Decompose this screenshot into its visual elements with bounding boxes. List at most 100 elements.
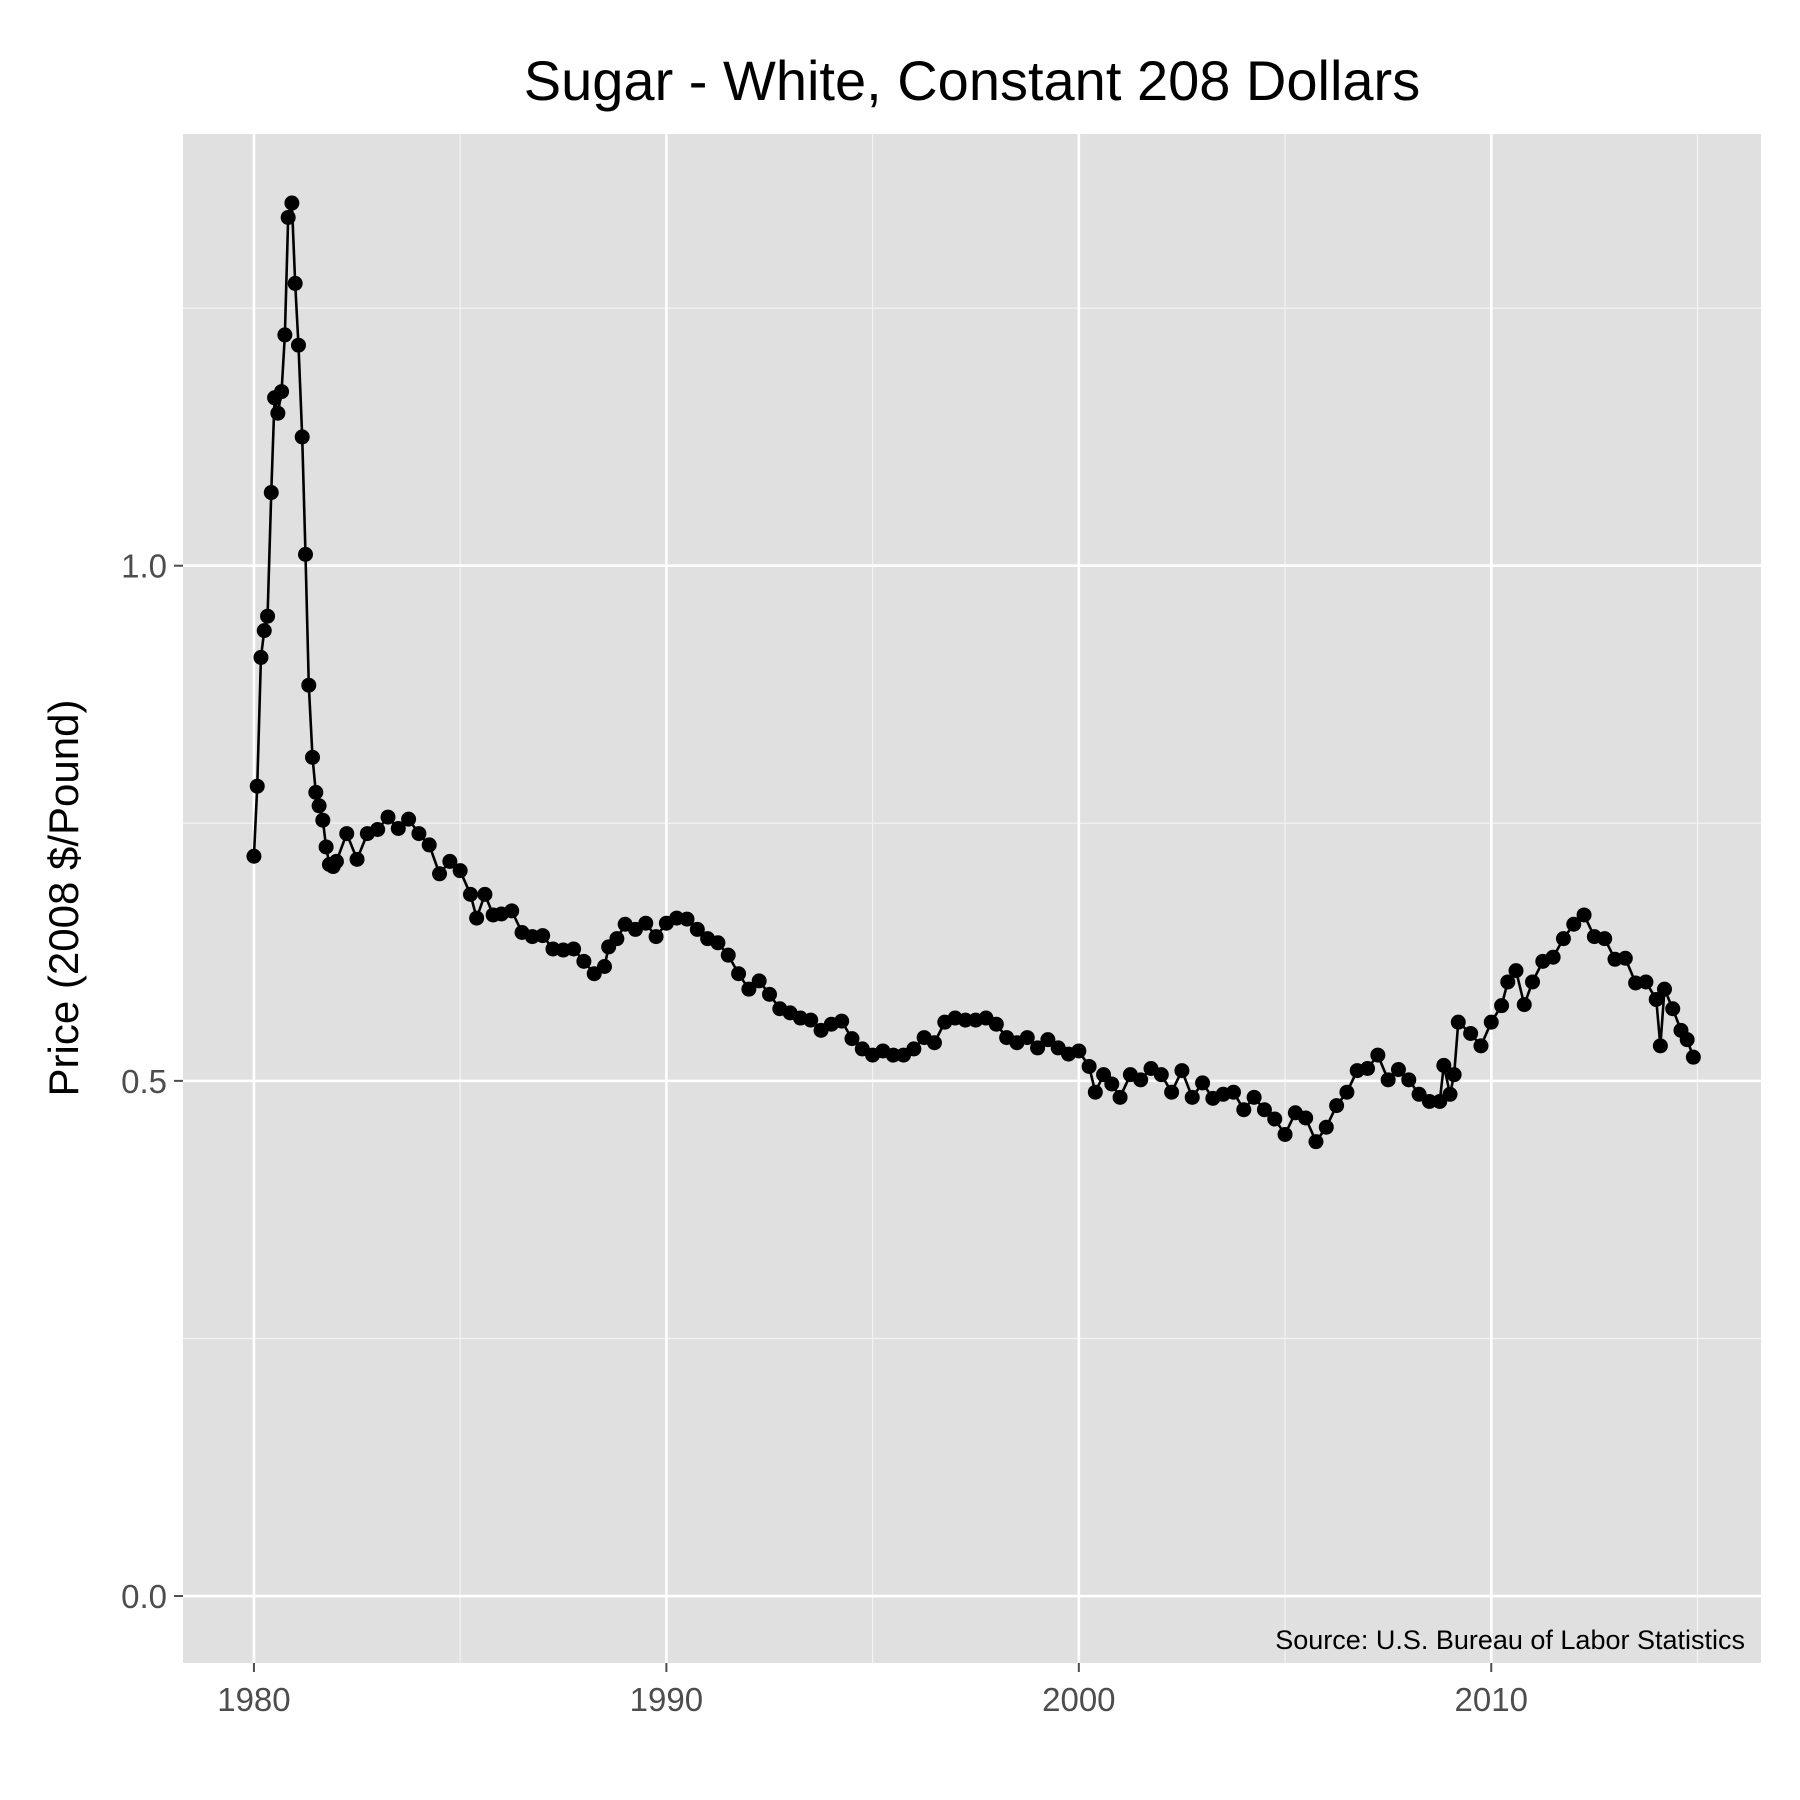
y-axis-label: Price (2008 $/Pound) [40, 700, 87, 1097]
point [566, 941, 582, 957]
point [1329, 1098, 1345, 1114]
point [803, 1012, 819, 1028]
point [1436, 1057, 1452, 1073]
point [710, 935, 726, 951]
point [380, 809, 396, 825]
point [1153, 1067, 1169, 1083]
point [442, 853, 458, 869]
point [260, 608, 276, 624]
point [1277, 1126, 1293, 1142]
point [1525, 974, 1541, 990]
point [1685, 1049, 1701, 1065]
point [1679, 1032, 1695, 1048]
point [315, 812, 331, 828]
point [1184, 1089, 1200, 1105]
point [1195, 1075, 1211, 1091]
point [318, 839, 334, 855]
point [308, 784, 324, 800]
point [1267, 1111, 1283, 1127]
point [906, 1041, 922, 1057]
point [1401, 1072, 1417, 1088]
point [401, 811, 417, 827]
point [1339, 1084, 1355, 1100]
point [1446, 1067, 1462, 1083]
y-tick-label: 1.0 [121, 548, 167, 585]
x-tick-label: 2000 [1042, 1681, 1115, 1718]
point [731, 966, 747, 982]
point [609, 931, 625, 947]
point [1617, 950, 1633, 966]
plot-background [183, 134, 1761, 1663]
point [689, 921, 705, 937]
point [1665, 1001, 1681, 1017]
point [1071, 1043, 1087, 1059]
chart-title: Sugar - White, Constant 208 Dollars [524, 49, 1420, 112]
point [432, 866, 448, 882]
point [988, 1016, 1004, 1032]
point [301, 677, 317, 693]
point [1104, 1076, 1120, 1092]
point [1174, 1063, 1190, 1079]
point [294, 429, 310, 445]
point [1164, 1084, 1180, 1100]
point [1555, 931, 1571, 947]
point [1473, 1038, 1489, 1054]
point [957, 1012, 973, 1028]
point [751, 973, 767, 989]
point [274, 384, 290, 400]
point [1390, 1062, 1406, 1078]
x-tick-label: 1980 [217, 1681, 290, 1718]
point [349, 851, 365, 867]
point [844, 1031, 860, 1047]
point [469, 910, 485, 926]
point [305, 749, 321, 765]
point [741, 981, 757, 997]
point [339, 826, 355, 842]
point [1656, 981, 1672, 997]
point [1483, 1014, 1499, 1030]
point [1421, 1093, 1437, 1109]
point [1566, 916, 1582, 932]
point [1298, 1110, 1314, 1126]
point [1652, 1038, 1668, 1054]
point [253, 649, 269, 665]
y-tick-label: 0.0 [121, 1578, 167, 1615]
point [246, 848, 262, 864]
y-tick-label: 0.5 [121, 1063, 167, 1100]
point [720, 947, 736, 963]
point [249, 778, 265, 794]
x-tick-label: 2010 [1455, 1681, 1528, 1718]
point [1442, 1086, 1458, 1102]
point [885, 1047, 901, 1063]
point [256, 623, 272, 639]
point [679, 911, 695, 927]
annotation: Source: U.S. Bureau of Labor Statistics [1275, 1625, 1745, 1655]
point [648, 929, 664, 945]
point [287, 275, 303, 291]
point [576, 953, 592, 969]
point [1256, 1102, 1272, 1118]
point [1308, 1134, 1324, 1150]
point [1360, 1061, 1376, 1077]
point [1112, 1089, 1128, 1105]
point [1494, 998, 1510, 1014]
point [504, 903, 520, 919]
point [1246, 1089, 1262, 1105]
point [597, 959, 613, 975]
point [284, 195, 300, 211]
point [1545, 949, 1561, 965]
point [1508, 963, 1524, 979]
point [328, 853, 344, 869]
point [1370, 1047, 1386, 1063]
point [1081, 1058, 1097, 1074]
point [1516, 997, 1532, 1013]
point [1648, 991, 1664, 1007]
point [263, 485, 279, 501]
point [1450, 1014, 1466, 1030]
point [311, 798, 327, 814]
point [1019, 1030, 1035, 1046]
point [1225, 1084, 1241, 1100]
point [280, 209, 296, 225]
